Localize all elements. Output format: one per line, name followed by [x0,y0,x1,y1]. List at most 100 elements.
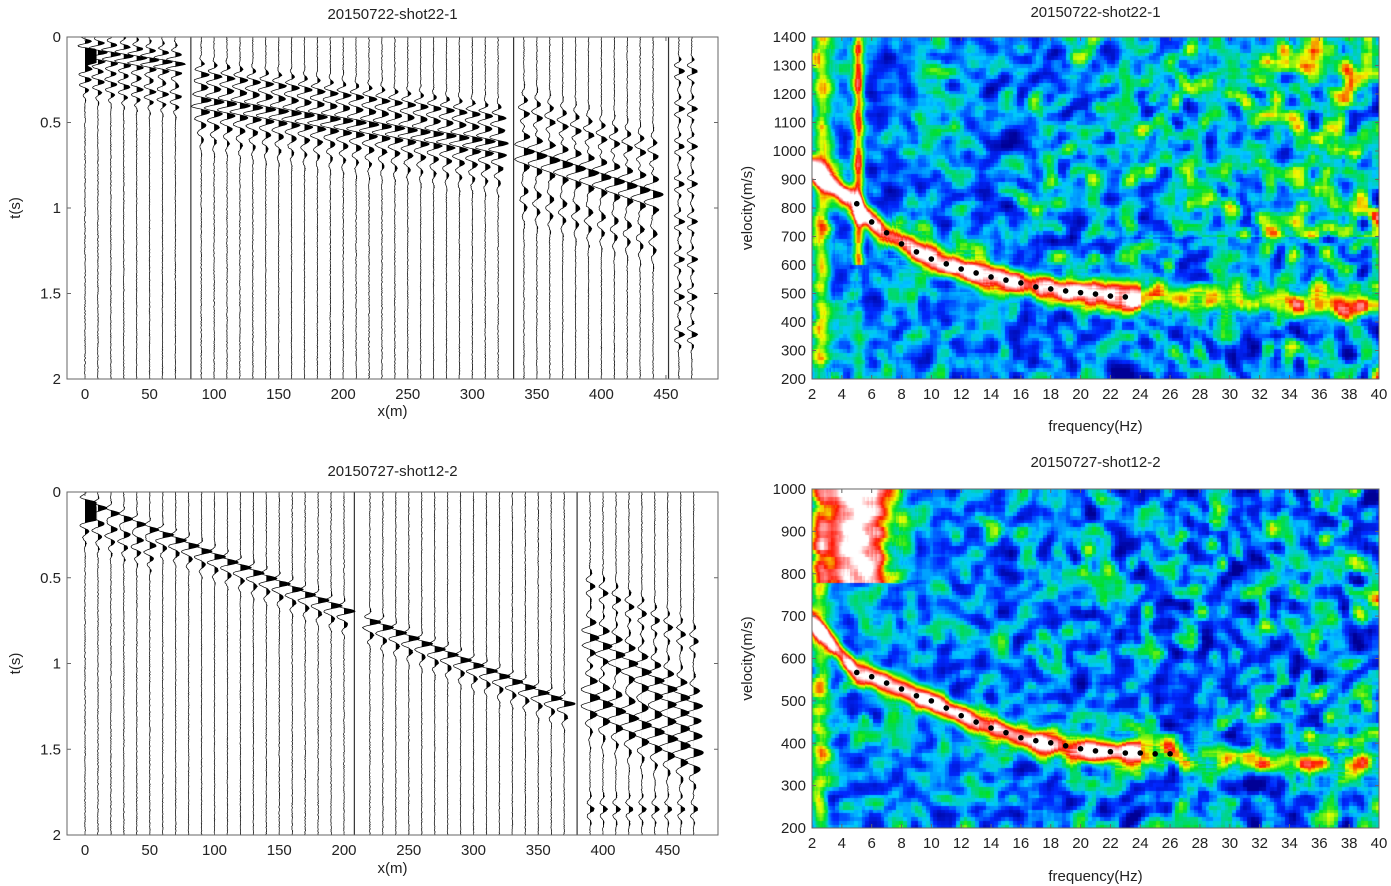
trace-fill [149,492,159,835]
trace [492,491,511,836]
x-tick-label: 0 [81,386,89,403]
x-tick-label: 450 [653,386,678,403]
trace [606,491,627,836]
trace [540,36,561,380]
dispersion-point [928,698,935,704]
x-tick-label: 350 [524,386,549,403]
x-tick-label: 400 [590,842,615,859]
chart-title: 20150727-shot12-2 [327,463,457,480]
chart-title: 20150722-shot22-1 [327,6,457,23]
trace-fill [266,492,277,835]
trace-fill [252,37,263,379]
trace-fill [291,37,302,379]
trace-fill [525,492,536,835]
trace [180,491,200,836]
x-tick-label: 450 [655,842,680,859]
trace [165,36,186,380]
dispersion-point [958,712,965,719]
x-axis-label: frequency(Hz) [1048,868,1142,885]
x-tick-label: 2 [808,386,816,403]
trace [168,491,187,835]
x-tick-label: 350 [526,842,551,859]
x-tick-label: 16 [1013,386,1030,403]
trace-fill [485,37,496,379]
dispersion-point [883,229,890,236]
trace-fill [305,492,316,835]
y-tick-label: 1 [53,200,61,217]
x-tick-label: 14 [983,835,1000,852]
y-tick-label: 900 [781,172,806,189]
trace-fill [641,492,652,835]
dispersion-heatmap-bottom [812,489,1379,828]
dispersion-point [1077,745,1084,752]
x-tick-label: 8 [897,835,905,852]
x-axis-label: x(m) [378,860,408,877]
trace [77,36,97,380]
trace [645,491,665,835]
chart-title: 20150722-shot22-1 [1030,4,1160,21]
axes-frame [66,36,719,380]
trace [448,36,470,380]
trace [593,491,614,836]
trace-fill [201,37,212,379]
x-tick-label: 250 [395,386,420,403]
trace [617,36,638,380]
trace-fill [227,37,237,379]
trace [206,491,226,836]
trace-fill [667,492,678,835]
y-tick-label: 500 [781,286,806,303]
trace-fill [640,37,651,379]
trace-fill [240,492,252,835]
trace-fill [590,492,600,835]
trace [229,36,251,380]
trace-fill [279,492,291,835]
trace-fill [253,492,265,835]
x-tick-label: 50 [141,842,158,859]
x-tick-label: 200 [331,386,356,403]
x-tick-label: 300 [461,842,486,859]
dispersion-point [1152,751,1158,757]
trace-fill [344,492,356,835]
y-tick-label: 400 [781,314,806,331]
trace-fill [603,492,614,835]
trace-fill [499,492,511,835]
x-tick-label: 4 [838,386,846,403]
trace [643,36,664,380]
trace-fill [356,37,367,379]
y-tick-label: 600 [781,257,806,274]
trace [504,491,524,836]
trace [371,36,392,380]
y-tick-label: 1000 [773,143,806,160]
trace [143,491,160,836]
y-tick-label: 2 [53,827,61,844]
trace [127,36,148,380]
trace-fill [562,37,573,379]
y-tick-label: 500 [781,693,806,710]
x-tick-label: 18 [1042,386,1059,403]
x-tick-label: 34 [1281,835,1298,852]
trace [88,36,108,379]
trace-fill [343,37,354,379]
y-tick-label: 1100 [774,115,806,132]
trace-fill [614,37,625,379]
dispersion-point [1092,291,1099,297]
x-tick-label: 4 [838,835,846,852]
y-axis-label: velocity(m/s) [739,616,756,700]
chart-title: 20150727-shot12-2 [1030,454,1160,471]
x-tick-label: 200 [331,842,356,859]
dispersion-point [1062,742,1069,749]
x-tick-label: 38 [1341,835,1358,852]
x-tick-label: 12 [953,386,970,403]
trace [514,36,535,380]
trace-fill [433,37,444,379]
trace [580,491,601,836]
x-tick-label: 28 [1192,386,1209,403]
trace [139,36,160,380]
trace-fill [395,492,407,835]
dispersion-point [898,686,905,692]
y-tick-label: 800 [781,566,806,583]
picked-dispersion-curve-1 [853,200,1129,300]
trace [336,492,356,836]
trace [216,36,237,380]
